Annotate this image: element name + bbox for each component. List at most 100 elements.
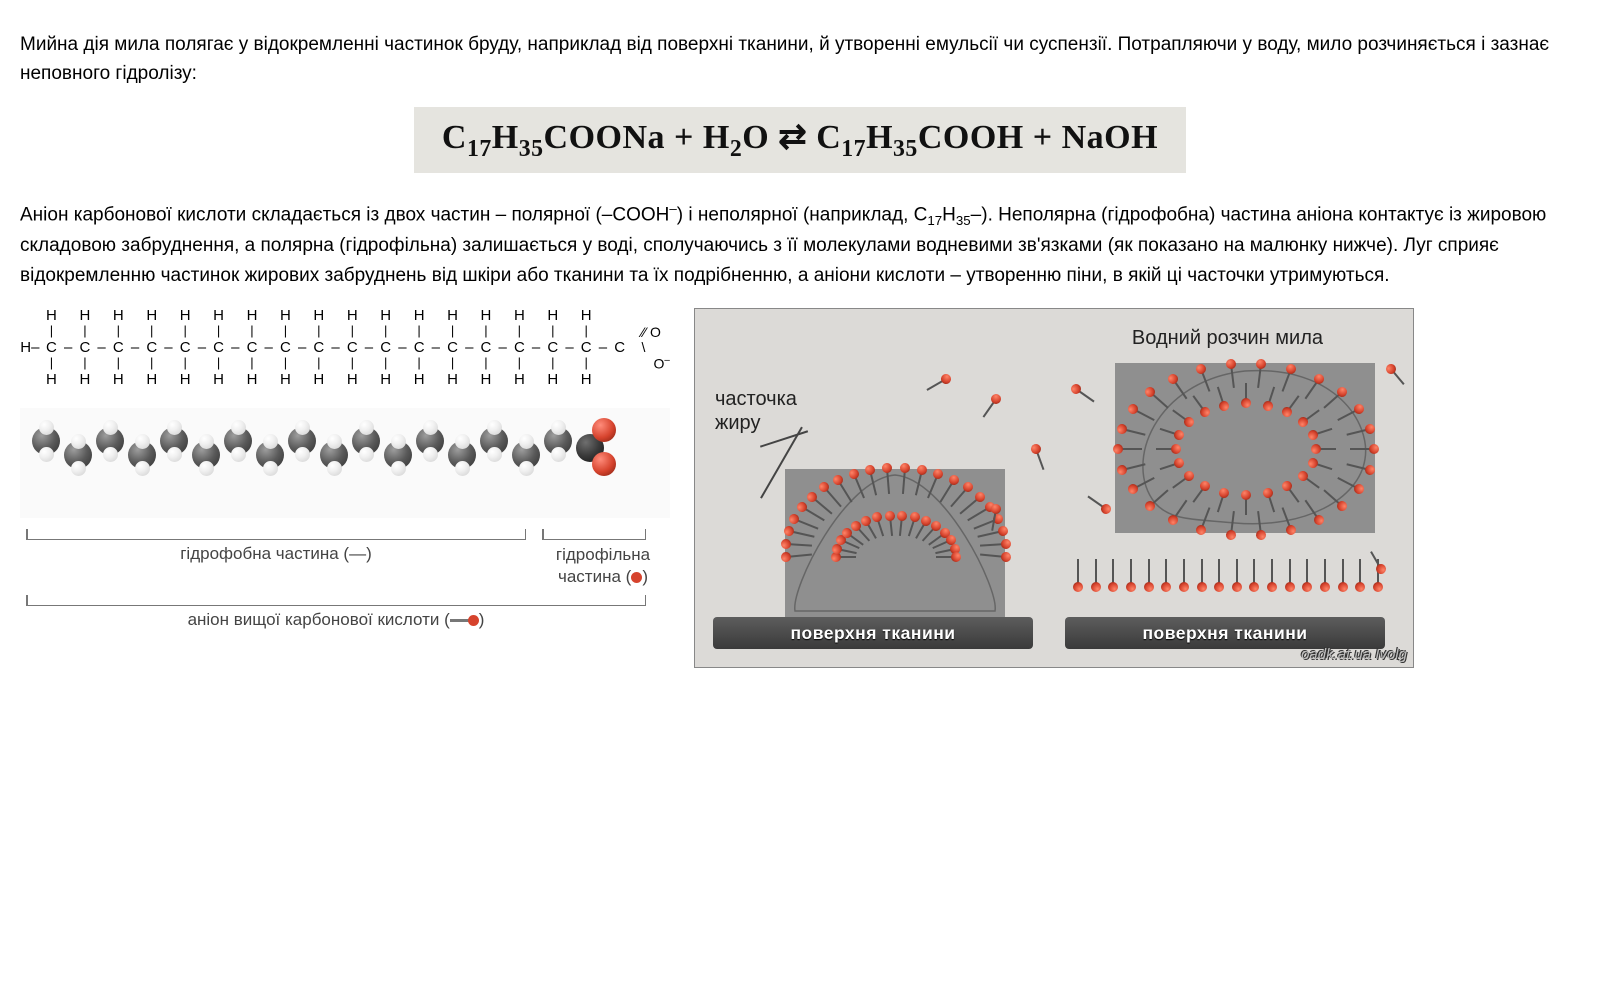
paragraph-2: Аніон карбонової кислоти складається із … (20, 199, 1580, 291)
sf-carbon-col: H|C|H (240, 308, 264, 388)
eq-t: NaOH (1062, 119, 1158, 156)
hydrogen-sphere (167, 420, 182, 435)
soap-anion-icon (1183, 559, 1185, 587)
sf-bond: – (565, 308, 575, 388)
eq-plus: + (665, 119, 703, 156)
watermark: oadk.at.ua Ivolg (1301, 646, 1407, 663)
sf-bond: – (498, 308, 508, 388)
hydrogen-sphere (423, 420, 438, 435)
soap-anion-icon (983, 399, 997, 418)
sf-terminal-H: H– (20, 308, 40, 388)
p2d: H (942, 204, 956, 225)
p2a: Аніон карбонової кислоти складається із … (20, 204, 669, 225)
lf2: жиру (715, 412, 760, 434)
soap-anion-icon (1075, 388, 1094, 402)
eq-t: H (492, 119, 519, 156)
sf-bond: – (63, 308, 73, 388)
eq-s: 17 (467, 136, 492, 162)
soap-anion-icon (1324, 559, 1326, 587)
sf-bond: – (531, 308, 541, 388)
space-filling-model (20, 408, 670, 518)
soap-action-diagram: Водний розчин мила часточка жиру поверхн… (694, 308, 1414, 668)
label-solution: Водний розчин мила (1132, 327, 1323, 350)
sf-carbon-col: H|C|H (207, 308, 231, 388)
structural-formula: H– H|C|H – H|C|H – H|C|H – H|C|H – H|C|H… (20, 308, 670, 388)
hydrogen-sphere (231, 420, 246, 435)
hydrogen-sphere (359, 420, 374, 435)
hydrogen-sphere (359, 447, 374, 462)
hydrogen-sphere (391, 434, 406, 449)
hydrogen-sphere (327, 461, 342, 476)
p2b: ) і неполярної (наприклад, C (677, 204, 928, 225)
soap-anion-icon (1201, 559, 1203, 587)
soap-anion-icon (926, 378, 946, 391)
soap-anion-icon (1156, 448, 1176, 450)
sf-carbon-col: H|C|H (374, 308, 398, 388)
soap-anion-icon (1087, 496, 1106, 510)
eq-t: COOH (918, 119, 1024, 156)
eq-s: 2 (730, 136, 742, 162)
hydrogen-sphere (391, 461, 406, 476)
soap-anion-icon (1245, 495, 1247, 515)
carbon-sphere-group (256, 441, 288, 469)
carbon-sphere-group (224, 427, 256, 455)
carboxyl-group (576, 434, 616, 462)
soap-anion-icon (1370, 551, 1382, 569)
carbon-sphere-group (192, 441, 224, 469)
figures-row: H– H|C|H – H|C|H – H|C|H – H|C|H – H|C|H… (20, 308, 1580, 668)
sf-carbon-col: H|C|H (541, 308, 565, 388)
carbon-sphere-group (544, 427, 576, 455)
soap-anion-icon (1342, 559, 1344, 587)
eq-t: O (742, 119, 769, 156)
soap-anion-icon (1359, 559, 1361, 587)
sf-bond: – (264, 308, 274, 388)
figure-right: Водний розчин мила часточка жиру поверхн… (694, 308, 1414, 668)
eq-t: COONa (544, 119, 666, 156)
hydrogen-sphere (487, 447, 502, 462)
eq-t: H (866, 119, 893, 156)
soap-anion-icon (1306, 559, 1308, 587)
hydrogen-sphere (71, 461, 86, 476)
oxygen-sphere (592, 418, 616, 442)
sf-carbon-col: H|C|H (107, 308, 131, 388)
soap-anion-icon (1289, 559, 1291, 587)
label-fat-particle: часточка жиру (715, 387, 797, 435)
carbon-sphere-group (352, 427, 384, 455)
eq-t: C (442, 119, 467, 156)
sf-carbon-col: H|C|H (173, 308, 197, 388)
soap-anion-icon (1390, 369, 1404, 386)
soap-anion-icon (1148, 559, 1150, 587)
hydrogen-sphere (39, 420, 54, 435)
hydrogen-sphere (455, 434, 470, 449)
carbon-sphere-group (128, 441, 160, 469)
lh2: частина ( (558, 567, 631, 586)
soap-anion-icon (1130, 559, 1132, 587)
soap-anion-icon (1245, 383, 1247, 403)
lh3: ) (642, 567, 648, 586)
sf-bond: – (197, 308, 207, 388)
sf-carbon-col: H|C|H (407, 308, 431, 388)
eq-s: 35 (893, 136, 918, 162)
carbon-sphere-group (416, 427, 448, 455)
hydrogen-sphere (135, 461, 150, 476)
carbon-sphere-group (288, 427, 320, 455)
sf-bond: – (431, 308, 441, 388)
hydrogen-sphere (487, 420, 502, 435)
soap-anion-icon (936, 556, 956, 558)
label-anion: аніон вищої карбонової кислоти () (26, 610, 646, 630)
fabric-surface-right: поверхня тканини (1065, 617, 1385, 649)
soap-anion-icon (1218, 559, 1220, 587)
hydrogen-sphere (423, 447, 438, 462)
carbon-sphere-group (96, 427, 128, 455)
hydrogen-sphere (295, 420, 310, 435)
hydrogen-sphere (199, 461, 214, 476)
sf-carbon-col: H|C|H (140, 308, 164, 388)
sf-carbon-col: H|C|H (307, 308, 331, 388)
carbon-sphere-group (160, 427, 192, 455)
anion-line-icon (450, 619, 470, 622)
carbon-sphere-group (32, 427, 64, 455)
sf-bond: – (297, 308, 307, 388)
sf-carbon-col: H|C|H (40, 308, 64, 388)
hydrogen-sphere (135, 434, 150, 449)
sf-carbon-col: H|C|H (474, 308, 498, 388)
